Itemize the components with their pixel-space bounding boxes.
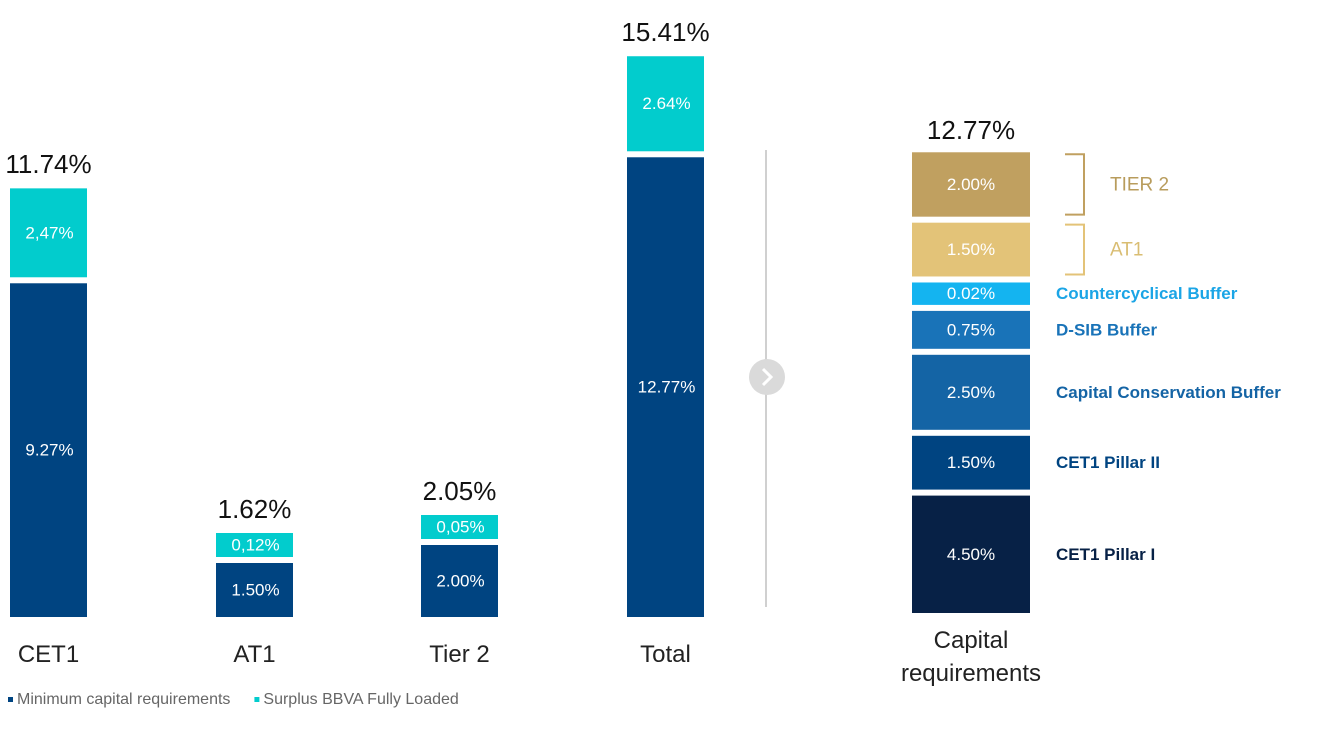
legend-label: Minimum capital requirements	[17, 691, 230, 708]
value-label: 2.00%	[436, 571, 484, 590]
value-label: 1.50%	[947, 453, 995, 472]
legend-label: Capital Conservation Buffer	[1056, 383, 1281, 402]
bar-segment	[912, 354, 1030, 430]
bar-segment	[912, 152, 1030, 217]
category-label: Tier 2	[429, 641, 490, 668]
value-label: 0,05%	[436, 517, 484, 536]
bar-segment	[627, 56, 704, 152]
legend-swatch	[8, 697, 13, 702]
bar-segment	[912, 222, 1030, 277]
value-label: 4.50%	[947, 545, 995, 564]
bracket	[1065, 153, 1085, 216]
legend-label: Surplus BBVA Fully Loaded	[263, 691, 458, 708]
legend-swatch	[254, 697, 260, 702]
bar-segment	[912, 495, 1030, 613]
bar-segment	[216, 533, 293, 557]
legend-label: Countercyclical Buffer	[1056, 284, 1238, 303]
value-label: 2.00%	[947, 175, 995, 194]
total-label: 2.05%	[423, 476, 497, 506]
bar-segment	[10, 283, 87, 617]
bar-segment	[10, 188, 87, 278]
value-label: 2,47%	[25, 223, 73, 242]
bar-segment	[421, 515, 498, 539]
legend-label: D-SIB Buffer	[1056, 320, 1157, 339]
legend-label: TIER 2	[1110, 174, 1169, 195]
value-label: 2.64%	[642, 94, 690, 113]
value-label: 12.77%	[638, 378, 696, 397]
arrow-icon	[761, 367, 774, 387]
bar-segment	[912, 310, 1030, 349]
category-label: Capital requirements	[900, 627, 1042, 687]
value-label: 0.02%	[947, 284, 995, 303]
legend-label: CET1 Pillar II	[1056, 453, 1160, 472]
bar-segment	[912, 435, 1030, 490]
bar-segment	[216, 563, 293, 617]
value-label: 0.75%	[947, 320, 995, 339]
total-label: 12.77%	[927, 115, 1015, 145]
legend-label: AT1	[1110, 240, 1143, 261]
value-label: 9.27%	[25, 441, 73, 460]
arrow-button	[749, 359, 785, 395]
total-label: 15.41%	[621, 17, 709, 47]
total-label: 11.74%	[5, 149, 91, 179]
bar-segment	[912, 282, 1030, 305]
bracket	[1065, 223, 1085, 276]
category-label: Total	[640, 641, 691, 668]
bar-segment	[627, 157, 704, 617]
value-label: 1.50%	[947, 240, 995, 259]
value-label: 2.50%	[947, 383, 995, 402]
total-label: 1.62%	[218, 494, 292, 524]
legend-label: CET1 Pillar I	[1056, 545, 1155, 564]
bar-segment	[421, 545, 498, 617]
value-label: 1.50%	[231, 580, 279, 599]
value-label: 0,12%	[231, 535, 279, 554]
category-label: AT1	[233, 641, 276, 668]
category-label: CET1	[17, 641, 80, 668]
